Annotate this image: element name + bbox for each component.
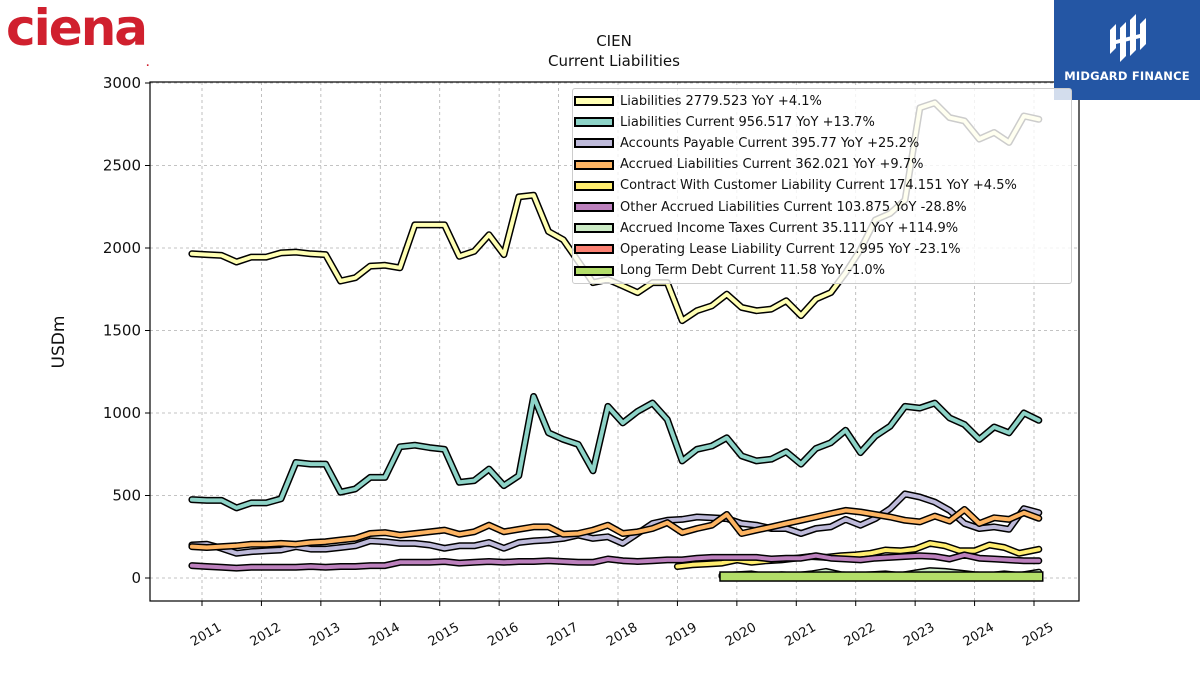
legend-label: Liabilities 2779.523 YoY +4.1% [620, 93, 822, 109]
y-tick-label: 0 [131, 569, 141, 587]
series-line-stroke [189, 507, 1041, 550]
y-tick-label: 2500 [103, 157, 141, 175]
x-tick-label: 2017 [545, 620, 581, 650]
x-tick-label: 2014 [366, 620, 402, 650]
chart-subtitle: Current Liabilities [548, 52, 680, 70]
series-line-stroke [189, 552, 1041, 571]
y-tick-label: 1000 [103, 404, 141, 422]
legend-item: Accrued Income Taxes Current 35.111 YoY … [573, 218, 958, 238]
chart-legend: Liabilities 2779.523 YoY +4.1% Liabilitie… [572, 88, 1072, 284]
legend-swatch [574, 117, 614, 128]
x-tick-label: 2019 [664, 620, 700, 650]
plot-area-frame [149, 81, 1080, 602]
publisher-name: MIDGARD FINANCE [1064, 69, 1190, 83]
series-line-2 [188, 490, 1043, 557]
series-line-stroke [189, 491, 1041, 556]
ciena-logo: ciena. [6, 0, 149, 69]
legend-item: Accounts Payable Current 395.77 YoY +25.… [573, 133, 919, 153]
legend-label: Liabilities Current 956.517 YoY +13.7% [620, 114, 875, 130]
legend-item: Accrued Liabilities Current 362.021 YoY … [573, 155, 923, 175]
legend-swatch [574, 202, 614, 212]
x-tick-label: 2020 [723, 620, 759, 650]
y-tick-label: 2000 [103, 239, 141, 257]
legend-swatch [574, 96, 614, 106]
legend-label: Accounts Payable Current 395.77 YoY +25.… [620, 135, 920, 151]
series-line-stroke [189, 394, 1041, 510]
x-tick-label: 2021 [782, 620, 818, 650]
x-tick-label: 2013 [307, 620, 343, 650]
legend-item: Contract With Customer Liability Current… [573, 176, 1017, 196]
x-tick-label: 2024 [961, 620, 997, 650]
x-tick-label: 2016 [485, 620, 521, 650]
x-tick-label: 2012 [248, 620, 284, 650]
ciena-logo-mark: . [146, 59, 150, 69]
series-line-3 [188, 506, 1043, 551]
legend-label: Long Term Debt Current 11.58 YoY -1.0% [620, 263, 885, 279]
x-tick-label: 2011 [188, 620, 224, 650]
legend-item: Liabilities 2779.523 YoY +4.1% [573, 91, 822, 111]
legend-item: Long Term Debt Current 11.58 YoY -1.0% [573, 261, 885, 281]
x-tick-label: 2022 [842, 620, 878, 650]
series-line-5 [188, 551, 1043, 572]
legend-label: Accrued Liabilities Current 362.021 YoY … [620, 157, 924, 173]
series-line-1 [188, 393, 1043, 512]
long-term-debt-band [719, 571, 1044, 582]
legend-label: Contract With Customer Liability Current… [620, 178, 1017, 194]
legend-label: Other Accrued Liabilities Current 103.87… [620, 199, 967, 215]
x-tick-label: 2025 [1020, 620, 1056, 650]
legend-swatch [574, 180, 614, 191]
legend-swatch [574, 244, 614, 255]
x-tick-label: 2015 [426, 620, 462, 650]
legend-swatch [574, 265, 614, 276]
y-tick-label: 1500 [103, 322, 141, 340]
legend-swatch [574, 138, 614, 149]
x-tick-label: 2023 [901, 620, 937, 650]
y-tick-label: 3000 [103, 74, 141, 92]
midgard-mark-icon [1110, 14, 1146, 62]
legend-item: Other Accrued Liabilities Current 103.87… [573, 197, 967, 217]
legend-item: Operating Lease Liability Current 12.995… [573, 239, 961, 259]
legend-swatch [574, 223, 614, 234]
x-tick-label: 2018 [604, 620, 640, 650]
legend-swatch [574, 159, 614, 170]
y-tick-label: 500 [112, 487, 141, 505]
ciena-logo-text: ciena [6, 0, 148, 57]
y-axis-label: USDm [49, 315, 69, 369]
legend-label: Accrued Income Taxes Current 35.111 YoY … [620, 220, 959, 236]
legend-label: Operating Lease Liability Current 12.995… [620, 241, 961, 257]
midgard-finance-logo: MIDGARD FINANCE [1054, 0, 1200, 100]
legend-item: Liabilities Current 956.517 YoY +13.7% [573, 112, 875, 132]
chart-title: CIEN [596, 32, 632, 50]
